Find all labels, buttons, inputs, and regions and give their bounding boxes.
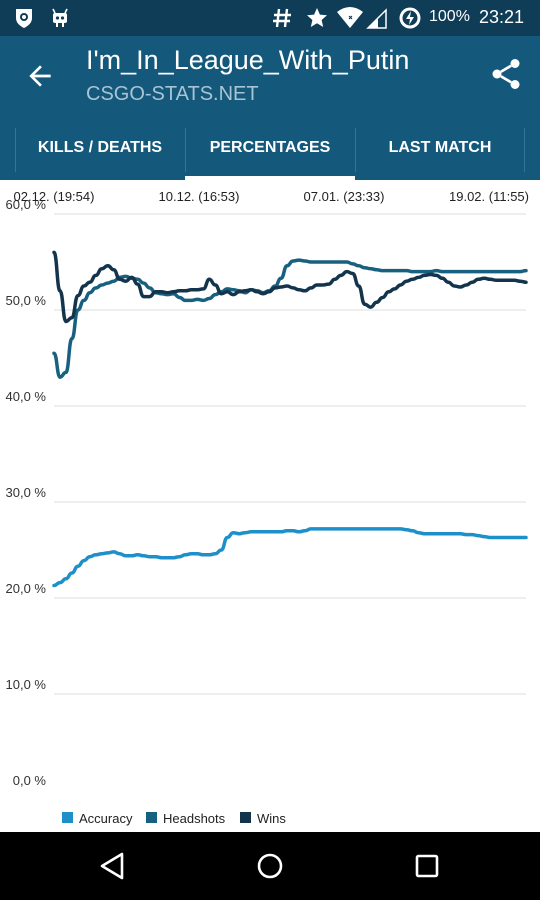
legend-label-wins: Wins xyxy=(257,811,286,826)
x-tick-label: 10.12. (16:53) xyxy=(159,189,240,204)
y-tick-label: 30,0 % xyxy=(6,485,47,500)
y-tick-label: 20,0 % xyxy=(6,581,47,596)
legend-swatch-headshots xyxy=(146,812,157,823)
page-subtitle: CSGO-STATS.NET xyxy=(86,83,259,105)
y-tick-label: 0,0 % xyxy=(13,773,47,788)
battery-percent: 100% xyxy=(429,8,470,25)
legend-label-accuracy: Accuracy xyxy=(79,811,133,826)
x-axis-labels: 02.12. (19:54) 10.12. (16:53) 07.01. (23:3… xyxy=(14,189,529,204)
legend-swatch-wins xyxy=(240,812,251,823)
tab-divider xyxy=(15,128,16,172)
y-tick-label: 10,0 % xyxy=(6,677,47,692)
percentages-line-chart: 0,0 % 10,0 % 20,0 % 30,0 % 40,0 % 50,0 % 60,0 … xyxy=(0,180,540,832)
y-tick-label: 50,0 % xyxy=(6,293,47,308)
cyanogen-shield-icon xyxy=(16,9,32,28)
hash-icon xyxy=(273,8,291,28)
series-line-wins xyxy=(52,250,528,324)
arrow-back-icon[interactable] xyxy=(24,60,56,92)
x-tick-label: 19.02. (11:55) xyxy=(449,189,529,204)
series-line-accuracy xyxy=(52,527,528,588)
legend-swatch-accuracy xyxy=(62,812,73,823)
chart-grid xyxy=(54,213,526,695)
star-icon xyxy=(307,8,327,27)
tab-kills-deaths[interactable]: KILLS / DEATHS xyxy=(37,139,163,156)
status-bar: 100% 23:21 xyxy=(0,0,540,36)
chart-legend: Accuracy Headshots Wins xyxy=(62,811,286,826)
legend-label-headshots: Headshots xyxy=(163,811,226,826)
tab-divider xyxy=(355,128,356,172)
clock-time: 23:21 xyxy=(479,7,525,27)
y-tick-label: 60,0 % xyxy=(6,197,47,212)
chart-series xyxy=(52,250,528,588)
back-triangle-icon[interactable] xyxy=(91,844,135,888)
share-icon[interactable] xyxy=(488,56,524,92)
y-tick-label: 40,0 % xyxy=(6,389,47,404)
y-axis-labels: 0,0 % 10,0 % 20,0 % 30,0 % 40,0 % 50,0 % 60,0 … xyxy=(6,197,47,788)
home-circle-icon[interactable] xyxy=(248,844,292,888)
x-tick-label: 07.01. (23:33) xyxy=(304,189,385,204)
tab-bar: KILLS / DEATHS PERCENTAGES LAST MATCH xyxy=(0,128,540,180)
battery-charging-icon xyxy=(399,7,421,29)
series-line-headshots xyxy=(52,258,528,379)
x-tick-label: 02.12. (19:54) xyxy=(14,189,95,204)
signal-icon xyxy=(366,8,387,29)
tab-divider xyxy=(185,128,186,172)
tab-divider xyxy=(524,128,525,172)
tab-percentages[interactable]: PERCENTAGES xyxy=(209,139,331,156)
recents-square-icon[interactable] xyxy=(405,844,449,888)
android-robot-icon xyxy=(52,8,68,27)
tab-selected-indicator xyxy=(185,176,355,180)
tab-last-match[interactable]: LAST MATCH xyxy=(388,139,492,156)
wifi-icon xyxy=(337,7,363,28)
navigation-bar xyxy=(0,832,540,900)
page-title: I'm_In_League_With_Putin xyxy=(86,45,410,75)
app-bar: I'm_In_League_With_Putin CSGO-STATS.NET xyxy=(0,36,540,128)
